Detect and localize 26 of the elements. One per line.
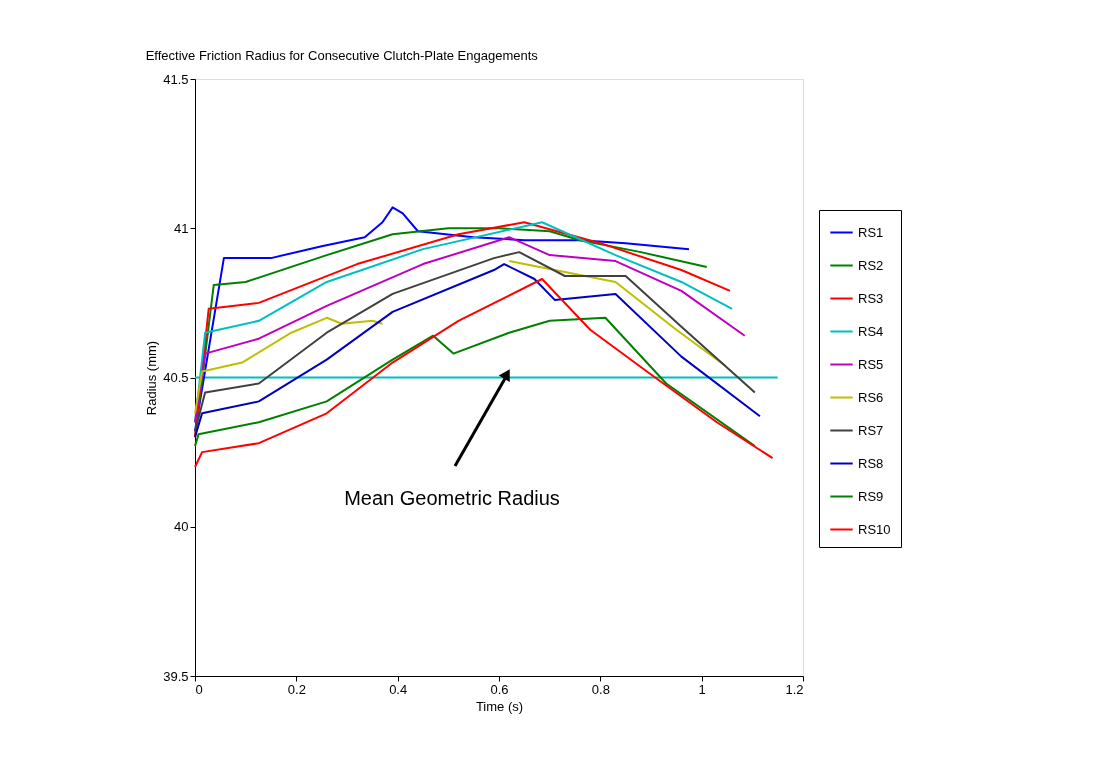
x-tick-label: 1: [698, 681, 706, 697]
x-axis-title: Time (s): [475, 698, 524, 714]
y-tick-label: 40.5: [163, 370, 189, 385]
y-tick-label: 41: [174, 220, 189, 236]
x-tick-label: 0.6: [490, 681, 509, 697]
legend-label: RS9: [858, 488, 884, 504]
y-tick-label: 41.5: [163, 71, 189, 87]
legend-label: RS3: [858, 290, 884, 306]
x-tick-label: 1.2: [785, 681, 804, 697]
legend-label: RS6: [858, 389, 884, 405]
x-tick-label: 0.4: [389, 681, 408, 697]
x-tick-label: 0: [195, 681, 203, 697]
legend-label: RS1: [858, 224, 884, 240]
legend-label: RS10: [858, 521, 891, 537]
legend-label: RS8: [858, 455, 884, 471]
annotation: Mean Geometric Radius: [344, 487, 560, 509]
chart-title: Effective Friction Radius for Consecutive Clutch-Plate Engagements: [145, 48, 539, 63]
legend-label: RS2: [858, 257, 884, 273]
y-axis-title: Radius (mm): [144, 340, 160, 416]
x-tick-label: 0.2: [287, 681, 306, 697]
legend-label: RS7: [858, 422, 884, 438]
legend-label: RS4: [858, 323, 884, 339]
legend-label: RS5: [858, 356, 884, 372]
y-tick-label: 40: [174, 519, 189, 535]
x-tick-label: 0.8: [591, 681, 610, 697]
y-tick-label: 39.5: [163, 668, 189, 684]
